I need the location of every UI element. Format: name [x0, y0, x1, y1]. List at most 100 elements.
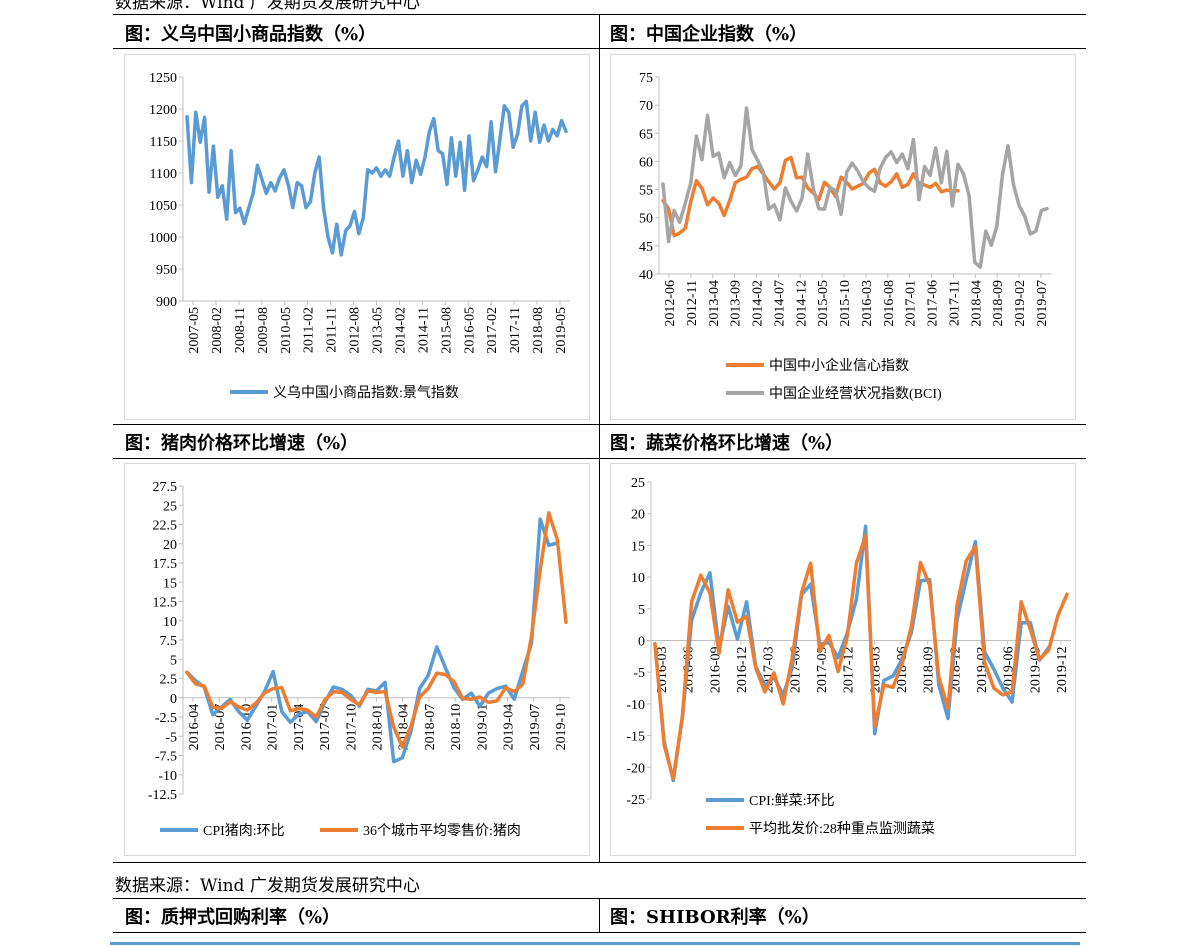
y-tick-label: 7.5: [160, 634, 178, 649]
x-tick-label: 2016-09: [708, 647, 723, 694]
y-tick-label: 15: [631, 539, 645, 554]
y-tick-label: -5: [633, 666, 645, 681]
y-tick-label: 5: [638, 603, 645, 618]
x-tick-label: 2016-08: [882, 280, 897, 327]
y-tick-label: 15: [163, 576, 177, 591]
x-tick-label: 2011-11: [325, 307, 340, 353]
x-tick-label: 2016-12: [735, 647, 750, 694]
x-tick-label: 2017-09: [815, 647, 830, 694]
y-tick-label: 10: [163, 615, 177, 630]
y-tick-label: 12.5: [153, 596, 178, 611]
x-tick-label: 2018-07: [423, 704, 438, 751]
x-tick-label: 2013-05: [371, 307, 386, 354]
chart-bci: 40 45 50 55 60 65 70 75 2012-06 2012-11 2013-04 201…: [639, 71, 1051, 402]
y-tick-label: 25: [163, 499, 177, 514]
legend-label-0: CPI猪肉:环比: [203, 823, 285, 839]
x-tick-label: 2016-04: [187, 704, 202, 751]
x-tick-label: 2017-02: [485, 307, 500, 354]
y-tick-label: 1000: [149, 231, 177, 246]
x-tick-label: 2008-11: [233, 307, 248, 353]
chart-pork: -12.5 -10 -7.5 -5 -2.5 0 2.5 5 7.5 10 12.5 15 17.5 20…: [148, 480, 570, 839]
series-line-1: [661, 106, 1049, 269]
x-tick-label: 2017-06: [926, 280, 941, 327]
x-tick-label: 2012-08: [348, 307, 363, 354]
legend-label-1: 平均批发价:28种重点监测蔬菜: [749, 821, 935, 837]
y-tick-label: 2.5: [160, 673, 178, 688]
x-tick-label: 2007-05: [187, 307, 202, 354]
footer-accent-line: [110, 942, 1080, 945]
x-tick-label: 2017-10: [344, 704, 359, 751]
y-tick-label: 50: [639, 212, 653, 227]
y-tick-label: -15: [626, 730, 645, 745]
y-tick-label: -20: [626, 761, 645, 776]
x-tick-label: 2017-12: [842, 647, 857, 694]
y-tick-label: 55: [639, 184, 653, 199]
x-tick-label: 2019-09: [1028, 647, 1043, 694]
x-tick-label: 2014-12: [794, 280, 809, 327]
legend-label-0: CPI:鲜菜:环比: [749, 793, 835, 809]
chart-frame-pork: -12.5 -10 -7.5 -5 -2.5 0 2.5 5 7.5 10 12.5 15 17.5 20…: [124, 463, 590, 856]
x-tick-label: 2012-06: [663, 280, 678, 327]
legend-label-0: 中国中小企业信心指数: [769, 357, 909, 374]
y-tick-label: 25: [631, 476, 645, 491]
top-source-text: 数据来源：Wind 广发期货发展研究中心: [115, 0, 420, 13]
title-veg: 图：蔬菜价格环比增速（%）: [610, 433, 844, 454]
x-tick-label: 2019-04: [502, 704, 517, 751]
chart-yiwu: 900 950 1000 1050 1100 1150 1200 1250 2007-05 200…: [149, 71, 570, 401]
x-tick-label: 2016-03: [860, 280, 875, 327]
x-tick-label: 2017-03: [762, 647, 777, 694]
x-tick-label: 2012-11: [685, 280, 700, 326]
title-pork: 图：猪肉价格环比增速（%）: [125, 433, 359, 454]
y-tick-label: 950: [156, 263, 177, 278]
y-tick-label: 45: [639, 240, 653, 255]
x-tick-label: 2017-01: [266, 704, 281, 751]
y-tick-label: 17.5: [153, 557, 178, 572]
x-tick-label: 2010-05: [279, 307, 294, 354]
x-tick-label: 2016-07: [213, 704, 228, 751]
legend-label-1: 中国企业经营状况指数(BCI): [769, 385, 942, 402]
y-tick-label: -7.5: [155, 750, 177, 765]
x-tick-label: 2018-09: [922, 647, 937, 694]
x-tick-label: 2019-10: [554, 704, 569, 751]
title-repo: 图：质押式回购利率（%）: [125, 907, 341, 928]
y-tick-label: 0: [638, 635, 645, 650]
y-tick-label: 75: [639, 71, 653, 86]
chart-frame-bci: 40 45 50 55 60 65 70 75 2012-06 2012-11 2013-04 201…: [610, 54, 1076, 420]
x-tick-label: 2011-02: [302, 307, 317, 353]
y-tick-label: -25: [626, 793, 645, 808]
y-tick-label: 1100: [150, 167, 177, 182]
series-line-0: [661, 155, 960, 238]
y-tick-label: 70: [639, 99, 653, 114]
x-tick-label: 2019-07: [528, 704, 543, 751]
title-bci: 图：中国企业指数（%）: [610, 24, 808, 45]
x-tick-label: 2017-01: [904, 280, 919, 327]
x-tick-label: 2014-02: [393, 307, 408, 354]
y-tick-label: 27.5: [153, 480, 178, 495]
y-tick-label: 1200: [149, 103, 177, 118]
x-tick-label: 2014-07: [772, 280, 787, 327]
legend-label-1: 36个城市平均零售价:猪肉: [363, 822, 521, 839]
y-tick-label: -10: [626, 698, 645, 713]
y-tick-label: -12.5: [148, 788, 177, 803]
y-tick-label: 20: [631, 508, 645, 523]
y-tick-label: 65: [639, 127, 653, 142]
chart-frame-yiwu: 900 950 1000 1050 1100 1150 1200 1250 2007-05 200…: [124, 54, 590, 420]
x-tick-label: 2014-02: [751, 280, 766, 327]
x-tick-label: 2013-09: [729, 280, 744, 327]
x-tick-label: 2019-12: [1055, 647, 1070, 694]
y-tick-label: 5: [170, 653, 177, 668]
x-tick-label: 2018-06: [895, 647, 910, 694]
x-tick-label: 2015-05: [816, 280, 831, 327]
x-tick-label: 2019-05: [554, 307, 569, 354]
x-tick-label: 2018-08: [531, 307, 546, 354]
table2-header-border: [113, 932, 1086, 933]
y-tick-label: -5: [165, 730, 177, 745]
x-tick-label: 2013-04: [707, 280, 722, 327]
x-tick-label: 2016-05: [462, 307, 477, 354]
x-tick-label: 2019-02: [1013, 280, 1028, 327]
y-tick-label: -10: [158, 769, 177, 784]
title-shibor: 图：SHIBOR利率（%）: [610, 907, 820, 928]
x-tick-label: 2018-01: [371, 704, 386, 751]
series-line-1: [185, 511, 568, 749]
